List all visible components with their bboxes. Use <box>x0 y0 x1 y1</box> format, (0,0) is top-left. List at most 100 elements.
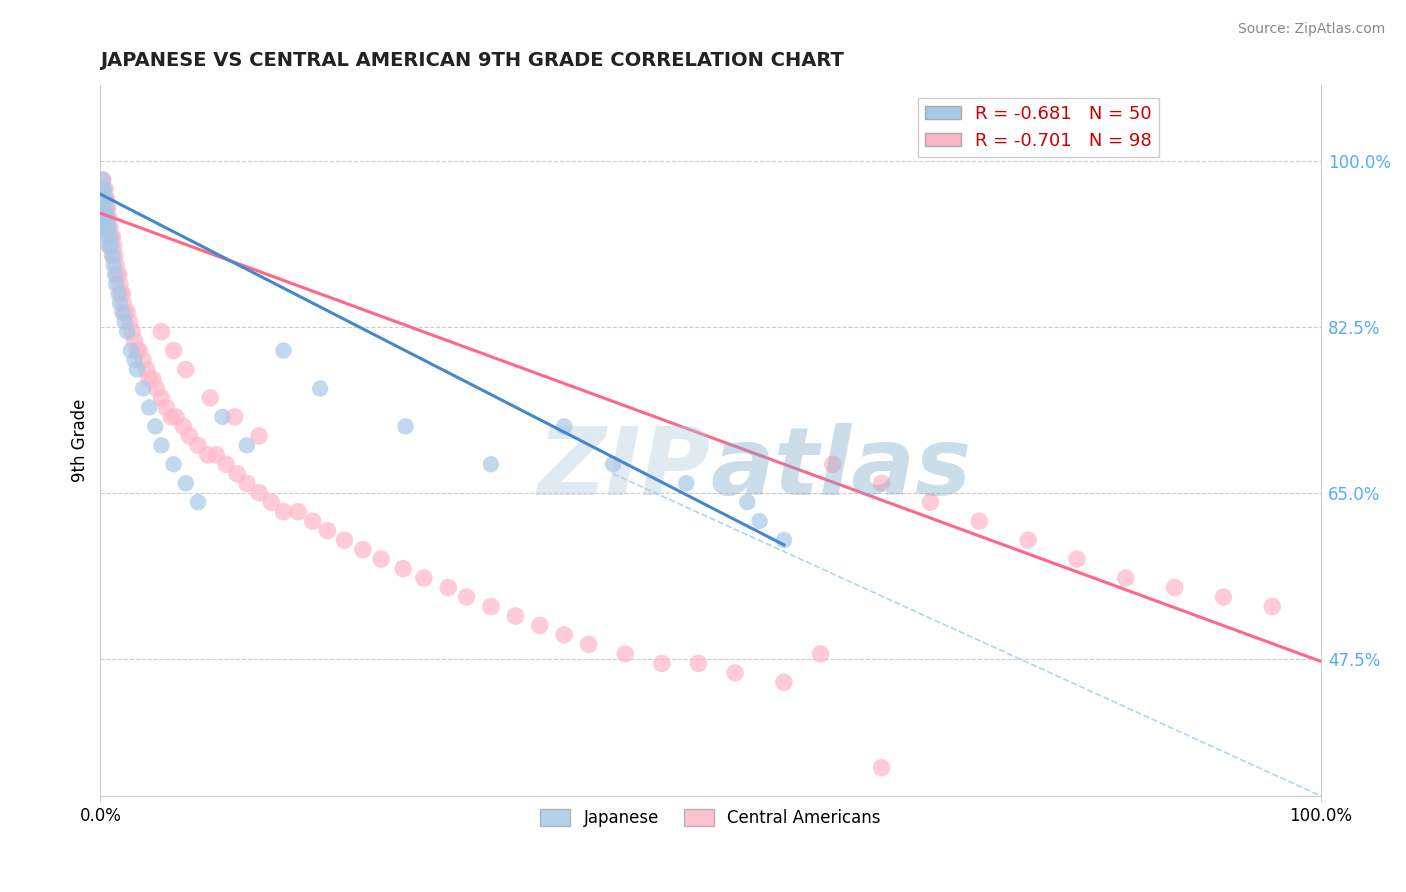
Point <box>1115 571 1137 585</box>
Point <box>105 277 128 292</box>
Point <box>145 382 167 396</box>
Point <box>179 429 201 443</box>
Point <box>773 675 796 690</box>
Point <box>114 315 136 329</box>
Point <box>91 173 114 187</box>
Point <box>287 505 309 519</box>
Point <box>125 362 148 376</box>
Point <box>91 173 114 187</box>
Point <box>97 211 120 225</box>
Point <box>121 325 143 339</box>
Point <box>553 628 575 642</box>
Point <box>112 296 135 310</box>
Point <box>104 249 127 263</box>
Point <box>91 192 114 206</box>
Point <box>273 505 295 519</box>
Point <box>94 211 117 225</box>
Point <box>96 202 118 216</box>
Point <box>724 665 747 680</box>
Point <box>120 343 142 358</box>
Point <box>211 409 233 424</box>
Text: JAPANESE VS CENTRAL AMERICAN 9TH GRADE CORRELATION CHART: JAPANESE VS CENTRAL AMERICAN 9TH GRADE C… <box>100 51 844 70</box>
Point <box>236 438 259 452</box>
Point <box>93 182 115 196</box>
Point <box>104 268 127 282</box>
Point <box>97 220 120 235</box>
Point <box>111 305 134 319</box>
Point <box>412 571 434 585</box>
Point <box>651 657 673 671</box>
Point <box>138 372 160 386</box>
Point <box>108 277 131 292</box>
Point <box>101 249 124 263</box>
Point <box>162 458 184 472</box>
Point <box>115 325 138 339</box>
Point <box>90 192 112 206</box>
Point <box>107 268 129 282</box>
Point <box>97 202 120 216</box>
Point <box>870 761 893 775</box>
Point <box>107 268 129 282</box>
Point <box>90 202 112 216</box>
Point <box>105 258 128 272</box>
Point <box>273 343 295 358</box>
Point <box>115 305 138 319</box>
Point <box>94 211 117 225</box>
Point <box>150 391 173 405</box>
Point <box>103 239 125 253</box>
Point <box>142 372 165 386</box>
Point <box>479 458 502 472</box>
Point <box>110 286 132 301</box>
Point <box>124 334 146 348</box>
Point <box>456 590 478 604</box>
Point <box>135 362 157 376</box>
Point <box>187 438 209 452</box>
Point <box>125 343 148 358</box>
Point <box>187 495 209 509</box>
Point <box>352 542 374 557</box>
Point <box>247 485 270 500</box>
Point <box>132 353 155 368</box>
Point <box>773 533 796 548</box>
Point <box>920 495 942 509</box>
Point <box>174 476 197 491</box>
Point <box>97 211 120 225</box>
Legend: Japanese, Central Americans: Japanese, Central Americans <box>534 803 887 834</box>
Point <box>155 401 177 415</box>
Point <box>529 618 551 632</box>
Point <box>301 514 323 528</box>
Point <box>90 192 112 206</box>
Point <box>97 239 120 253</box>
Point <box>138 401 160 415</box>
Point <box>101 249 124 263</box>
Point <box>748 514 770 528</box>
Point <box>100 239 122 253</box>
Point <box>94 182 117 196</box>
Point <box>821 458 844 472</box>
Point <box>205 448 228 462</box>
Point <box>96 192 118 206</box>
Point <box>260 495 283 509</box>
Point <box>90 182 112 196</box>
Point <box>172 419 194 434</box>
Point <box>97 220 120 235</box>
Point <box>150 438 173 452</box>
Point <box>505 609 527 624</box>
Point <box>94 192 117 206</box>
Point <box>967 514 990 528</box>
Point <box>107 286 129 301</box>
Point <box>236 476 259 491</box>
Point <box>98 239 121 253</box>
Point <box>150 325 173 339</box>
Point <box>392 561 415 575</box>
Point <box>1163 581 1185 595</box>
Point <box>1017 533 1039 548</box>
Point <box>1212 590 1234 604</box>
Point <box>103 258 125 272</box>
Point <box>614 647 637 661</box>
Point <box>91 202 114 216</box>
Point <box>333 533 356 548</box>
Point <box>96 202 118 216</box>
Point <box>675 476 697 491</box>
Point <box>200 391 222 405</box>
